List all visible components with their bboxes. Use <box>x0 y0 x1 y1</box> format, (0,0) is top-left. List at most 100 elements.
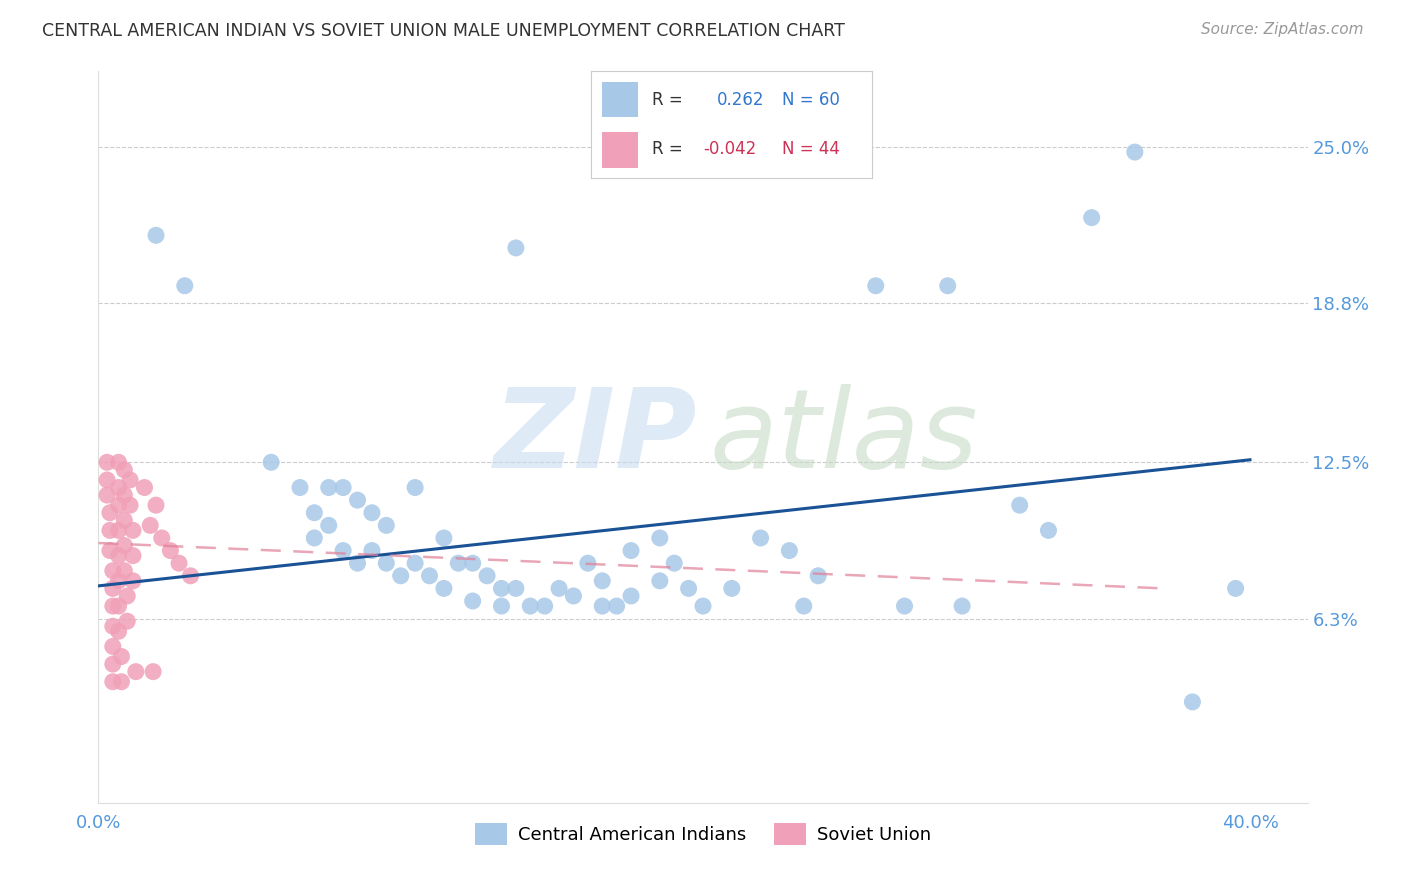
Point <box>548 582 571 596</box>
Point <box>288 481 311 495</box>
Point <box>260 455 283 469</box>
Point <box>648 574 671 588</box>
Point <box>620 589 643 603</box>
Point <box>664 556 686 570</box>
Point <box>807 569 830 583</box>
Point <box>107 498 129 512</box>
Point <box>692 599 714 613</box>
Point <box>620 543 643 558</box>
Point <box>865 278 887 293</box>
Point <box>361 543 384 558</box>
Point <box>122 549 145 563</box>
Point <box>122 574 145 588</box>
Point <box>101 640 124 654</box>
Point <box>112 564 135 578</box>
Legend: Central American Indians, Soviet Union: Central American Indians, Soviet Union <box>468 816 938 852</box>
Point <box>115 589 138 603</box>
Text: R =: R = <box>652 140 683 158</box>
Text: -0.042: -0.042 <box>703 140 756 158</box>
Text: ZIP: ZIP <box>494 384 697 491</box>
Point <box>533 599 555 613</box>
Point <box>749 531 772 545</box>
Point <box>110 674 132 689</box>
Point <box>1008 498 1031 512</box>
Point <box>1181 695 1204 709</box>
Point <box>180 569 202 583</box>
Point <box>96 488 118 502</box>
Point <box>101 564 124 578</box>
Point <box>101 657 124 671</box>
Point <box>107 549 129 563</box>
Point <box>389 569 412 583</box>
Point <box>112 488 135 502</box>
Point <box>134 481 156 495</box>
Point <box>505 582 527 596</box>
Text: R =: R = <box>652 91 683 109</box>
Point <box>491 599 513 613</box>
Point <box>112 463 135 477</box>
Point <box>375 556 398 570</box>
Point <box>110 649 132 664</box>
Point <box>332 481 354 495</box>
Point <box>142 665 165 679</box>
Point <box>167 556 190 570</box>
Point <box>606 599 628 613</box>
Point <box>591 599 613 613</box>
Point <box>101 674 124 689</box>
Point <box>418 569 440 583</box>
Point <box>101 582 124 596</box>
Point <box>318 481 340 495</box>
Point <box>648 531 671 545</box>
Point <box>793 599 815 613</box>
Point <box>107 481 129 495</box>
Point <box>122 524 145 538</box>
Point <box>361 506 384 520</box>
Point <box>404 556 426 570</box>
Point <box>98 506 121 520</box>
Point <box>304 531 326 545</box>
Point <box>304 506 326 520</box>
Point <box>519 599 541 613</box>
Point <box>107 455 129 469</box>
Point <box>145 228 167 243</box>
Point <box>120 498 142 512</box>
Point <box>145 498 167 512</box>
Point <box>96 473 118 487</box>
Text: atlas: atlas <box>709 384 977 491</box>
Point <box>562 589 585 603</box>
Point <box>720 582 742 596</box>
Point <box>159 543 181 558</box>
Point <box>332 543 354 558</box>
Point <box>404 481 426 495</box>
Point <box>107 624 129 639</box>
Point <box>96 455 118 469</box>
Point <box>1080 211 1102 225</box>
Point <box>461 594 484 608</box>
Point <box>1123 145 1146 159</box>
Point <box>1038 524 1060 538</box>
Point <box>112 513 135 527</box>
Bar <box>602 82 638 118</box>
Bar <box>602 132 638 168</box>
Point <box>678 582 700 596</box>
Point <box>591 574 613 588</box>
Text: N = 44: N = 44 <box>782 140 839 158</box>
Point <box>125 665 148 679</box>
Point <box>461 556 484 570</box>
Point <box>101 619 124 633</box>
Point <box>375 518 398 533</box>
Point <box>346 493 368 508</box>
Text: Source: ZipAtlas.com: Source: ZipAtlas.com <box>1201 22 1364 37</box>
Point <box>491 582 513 596</box>
Point <box>433 531 456 545</box>
Point <box>893 599 915 613</box>
Point <box>576 556 599 570</box>
Point <box>107 574 129 588</box>
Point <box>346 556 368 570</box>
Point <box>112 539 135 553</box>
Point <box>107 524 129 538</box>
Point <box>173 278 195 293</box>
Point <box>120 473 142 487</box>
Point <box>101 599 124 613</box>
Point <box>475 569 498 583</box>
